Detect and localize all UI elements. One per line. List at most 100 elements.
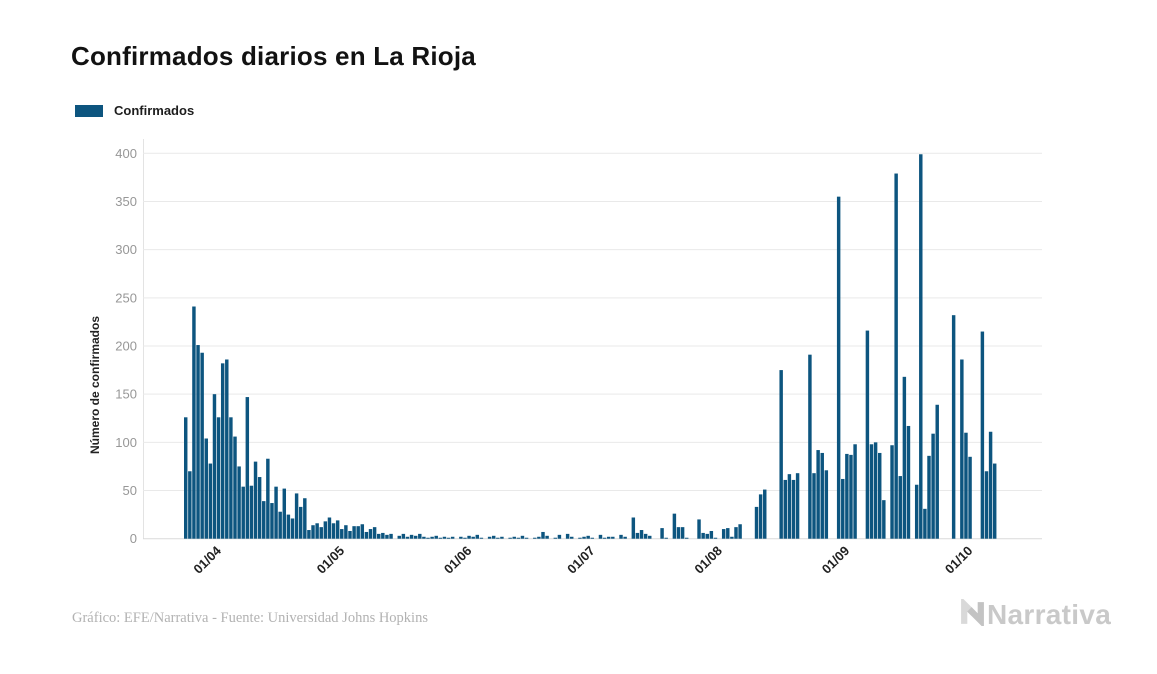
bar-28/06: [570, 536, 574, 539]
bar-01/06: [459, 536, 463, 539]
bar-30/03: [200, 352, 204, 539]
bar-27/05: [438, 537, 443, 539]
bar-11/04: [249, 485, 254, 539]
bar-01/08: [709, 530, 714, 539]
bar-19/05: [405, 536, 410, 539]
bar-02/10: [964, 432, 968, 539]
bar-15/09: [894, 173, 898, 539]
bar-03/10: [968, 456, 972, 539]
bar-21/05: [413, 535, 418, 539]
bar-18/04: [278, 511, 282, 539]
y-tick-label-300: 300: [115, 242, 137, 257]
bar-07/05: [356, 526, 360, 539]
bar-27/06: [565, 533, 570, 539]
bar-09/05: [364, 531, 369, 539]
y-tick-label-0: 0: [130, 531, 137, 546]
bar-21/09: [919, 154, 923, 539]
bar-23/04: [298, 506, 303, 539]
bar-03/04: [216, 417, 221, 539]
bar-21/07: [664, 537, 668, 539]
bar-29/07: [697, 519, 701, 539]
bar-24/06: [553, 537, 558, 539]
bar-07/07: [606, 536, 611, 539]
bar-22/05: [418, 533, 422, 539]
bar-24/05: [426, 537, 430, 539]
x-tick-label-01/10: 01/10: [942, 543, 976, 577]
x-tick-label-01/09: 01/09: [819, 543, 853, 577]
bar-10/07: [619, 534, 623, 539]
bar-17/04: [274, 486, 278, 539]
bar-29/09: [951, 315, 956, 539]
x-tick-label-01/08: 01/08: [691, 543, 725, 577]
narrativa-n-mark-icon: [960, 596, 985, 631]
bar-26/05: [434, 535, 438, 539]
bar-30/05: [450, 536, 455, 539]
y-tick-label-400: 400: [115, 146, 137, 161]
bar-13/08: [758, 494, 763, 539]
y-tick-label-200: 200: [115, 339, 137, 354]
bar-16/06: [520, 535, 525, 539]
bar-03/06: [467, 535, 471, 539]
bar-08/06: [487, 536, 492, 539]
bar-04/08: [721, 529, 726, 539]
bar-21/08: [791, 479, 796, 539]
bar-05/08: [726, 528, 730, 539]
bar-09/06: [491, 535, 496, 539]
bar-08/09: [865, 330, 870, 539]
bar-14/08: [763, 489, 767, 539]
bar-20/06: [537, 536, 541, 539]
bar-29/03: [196, 345, 200, 539]
x-tick-label-01/04: 01/04: [190, 542, 224, 576]
bar-03/07: [590, 537, 594, 539]
bar-11/09: [878, 452, 882, 539]
page-title: Confirmados diarios en La Rioja: [71, 41, 476, 71]
bar-20/04: [286, 514, 291, 539]
brand-name: Narrativa: [987, 599, 1112, 630]
bar-10/09: [873, 442, 878, 539]
y-tick-label-100: 100: [115, 435, 137, 450]
bar-22/08: [795, 473, 800, 539]
brand-logo: Narrativa: [960, 596, 1112, 631]
bar-05/07: [598, 534, 603, 539]
bar-25/09: [935, 404, 939, 539]
bar-30/04: [327, 517, 332, 539]
bar-02/08: [713, 537, 718, 539]
bar-11/07: [623, 536, 627, 539]
bar-05/05: [348, 530, 352, 539]
bar-02/05: [335, 520, 340, 539]
bar-24/04: [303, 498, 307, 539]
bar-16/09: [898, 476, 902, 539]
bar-21/06: [541, 531, 545, 539]
bar-27/08: [816, 450, 820, 539]
bar-14/06: [512, 536, 516, 539]
bar-18/08: [779, 370, 783, 539]
bar-15/07: [639, 530, 644, 539]
y-tick-label-150: 150: [115, 387, 137, 402]
bar-13/06: [508, 537, 512, 539]
bar-18/09: [906, 425, 911, 539]
bar-26/07: [684, 537, 689, 539]
legend: Confirmados: [75, 103, 194, 118]
bar-22/09: [923, 508, 927, 539]
bar-19/08: [783, 479, 787, 539]
bar-03/05: [340, 529, 344, 539]
bar-12/09: [882, 500, 886, 539]
bar-14/09: [890, 445, 894, 539]
bar-13/05: [381, 532, 385, 539]
bar-25/04: [307, 530, 311, 539]
bar-29/05: [446, 537, 451, 539]
bar-23/07: [672, 513, 677, 539]
bar-17/05: [397, 535, 401, 539]
bar-15/06: [516, 537, 521, 539]
bar-05/09: [853, 444, 857, 539]
bar-31/03: [204, 438, 208, 539]
source-credit: Gráfico: EFE/Narrativa - Fuente: Univers…: [72, 610, 428, 626]
y-axis-title: Número de confirmados: [88, 316, 102, 454]
bar-10/05: [368, 529, 373, 539]
bar-02/09: [841, 478, 845, 539]
bar-08/05: [360, 524, 365, 539]
legend-swatch-confirmados: [75, 104, 103, 117]
bar-13/04: [257, 477, 262, 539]
bar-27/03: [188, 471, 192, 539]
